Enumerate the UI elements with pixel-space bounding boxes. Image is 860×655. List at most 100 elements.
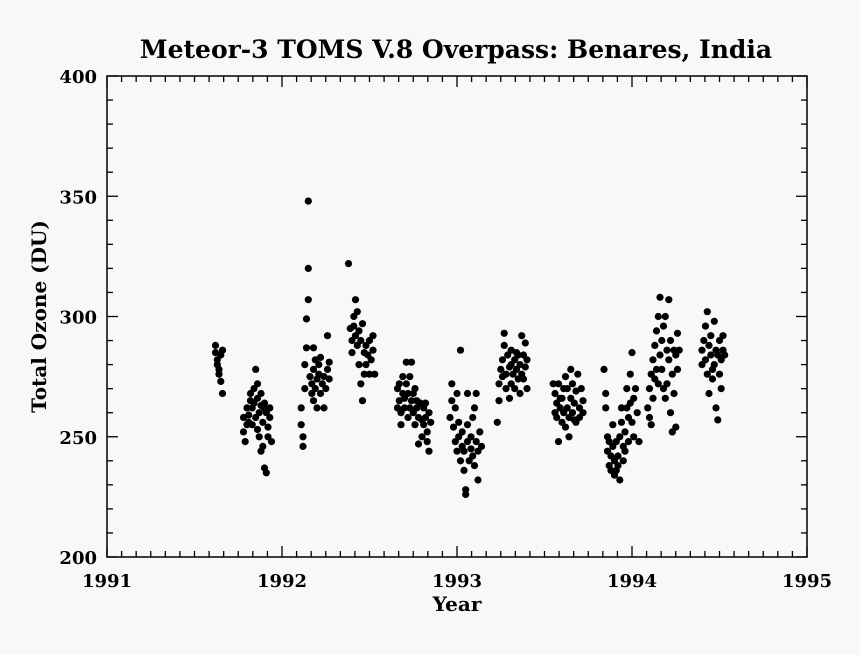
data-point: [518, 332, 526, 340]
data-point: [306, 373, 314, 381]
data-point: [353, 308, 361, 316]
data-point: [561, 423, 570, 431]
x-tick-label: 1993: [432, 571, 482, 592]
data-point: [521, 363, 529, 371]
data-point: [315, 361, 323, 369]
data-point: [493, 418, 501, 426]
data-point: [245, 411, 253, 419]
data-point: [427, 418, 435, 426]
data-point: [701, 356, 710, 364]
data-point: [301, 385, 309, 393]
data-point: [661, 312, 669, 321]
data-point: [469, 413, 477, 422]
data-point: [514, 351, 522, 359]
data-point: [470, 404, 479, 412]
data-points: [211, 197, 729, 499]
data-point: [647, 421, 655, 429]
x-tick-label: 1995: [782, 571, 832, 592]
data-point: [456, 457, 465, 465]
data-point: [456, 346, 465, 354]
data-point: [322, 385, 330, 393]
data-point: [567, 365, 575, 373]
y-axis-label: Total Ozone (DU): [27, 220, 51, 413]
data-point: [365, 370, 374, 378]
x-tick-label: 1991: [82, 571, 132, 592]
data-point: [453, 389, 461, 398]
data-point: [299, 442, 307, 450]
data-point: [360, 370, 368, 378]
data-point: [357, 336, 365, 345]
data-point: [663, 346, 671, 354]
data-point: [467, 445, 475, 453]
data-point: [661, 394, 669, 402]
data-point: [644, 404, 652, 412]
data-point: [253, 425, 262, 434]
data-point: [297, 404, 305, 412]
data-point: [617, 404, 626, 412]
data-point: [672, 423, 680, 431]
data-point: [325, 375, 333, 383]
data-point: [421, 399, 430, 407]
data-point: [714, 416, 722, 424]
data-point: [446, 413, 454, 422]
data-point: [707, 332, 715, 340]
data-point: [609, 421, 617, 429]
data-point: [407, 358, 416, 366]
data-point: [425, 447, 433, 455]
data-point: [472, 389, 480, 398]
data-point: [402, 358, 410, 366]
data-point: [304, 264, 312, 272]
data-point: [355, 361, 363, 369]
data-point: [663, 380, 671, 388]
data-point: [309, 397, 318, 405]
y-tick-label: 400: [59, 67, 97, 88]
x-tick-label: 1994: [607, 571, 657, 592]
data-point: [511, 385, 519, 393]
data-point: [612, 466, 620, 474]
data-point: [668, 370, 676, 378]
data-point: [313, 404, 321, 412]
data-point: [320, 404, 328, 412]
data-point: [707, 351, 715, 359]
data-point: [362, 361, 370, 369]
data-point: [626, 370, 634, 378]
data-point: [406, 373, 414, 381]
data-point: [701, 322, 710, 330]
data-point: [257, 389, 265, 398]
data-point: [266, 404, 274, 412]
data-point: [418, 433, 426, 441]
data-point: [658, 336, 666, 345]
data-point: [570, 416, 578, 424]
data-point: [309, 365, 318, 373]
data-point: [633, 409, 641, 417]
data-point: [628, 418, 636, 426]
data-point: [659, 322, 668, 330]
data-point: [561, 373, 570, 381]
data-point: [399, 373, 407, 381]
data-point: [563, 404, 571, 412]
x-axis-label: Year: [432, 592, 482, 616]
data-point: [451, 404, 459, 412]
data-point: [710, 317, 718, 325]
data-point: [476, 428, 484, 436]
data-point: [351, 296, 360, 304]
data-point: [719, 332, 727, 340]
data-point: [568, 380, 577, 388]
data-point: [239, 428, 248, 436]
data-point: [423, 428, 431, 436]
data-point: [500, 341, 508, 349]
data-point: [448, 380, 456, 388]
data-point: [400, 404, 409, 412]
data-point: [397, 421, 405, 429]
data-point: [218, 389, 227, 398]
data-point: [245, 418, 253, 426]
data-point: [500, 329, 508, 337]
data-point: [311, 385, 319, 393]
data-point: [495, 380, 503, 388]
data-point: [414, 440, 423, 448]
plot-frame: [106, 75, 808, 558]
data-point: [715, 370, 724, 378]
data-point: [502, 370, 510, 378]
data-point: [348, 349, 356, 357]
data-point: [297, 421, 305, 429]
